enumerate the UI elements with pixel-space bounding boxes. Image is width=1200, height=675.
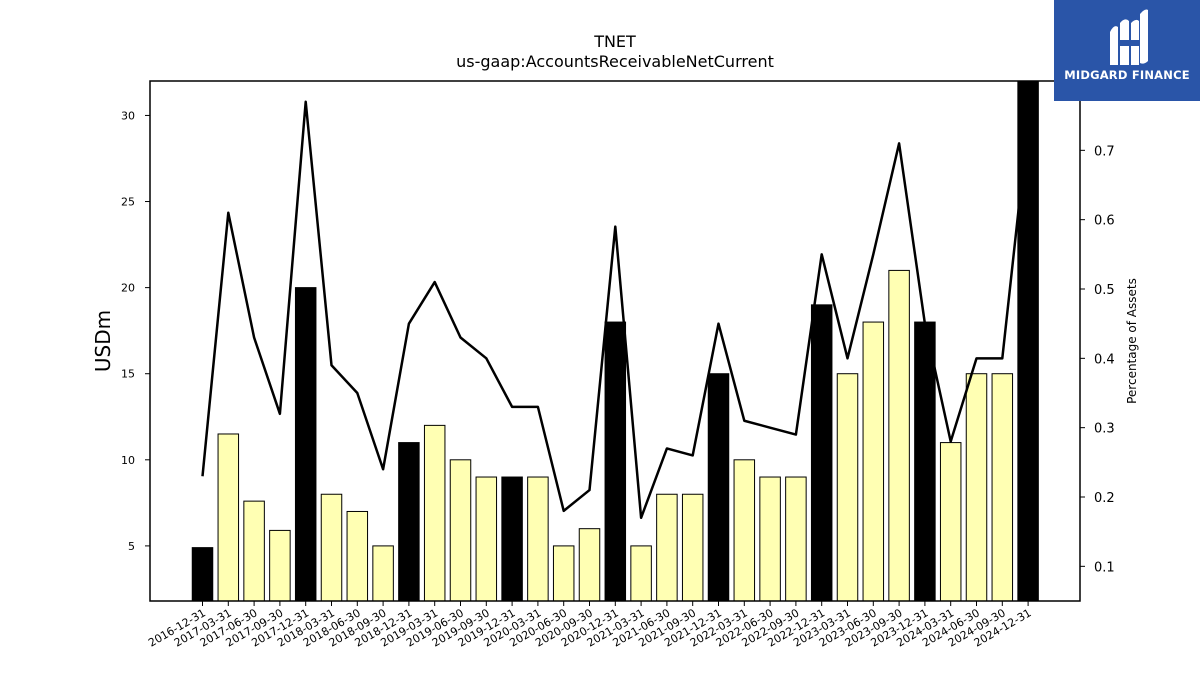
y-tick-label: 10 bbox=[121, 454, 135, 467]
bar bbox=[423, 424, 446, 602]
y2-tick-label: 0.1 bbox=[1094, 560, 1115, 575]
bar bbox=[320, 493, 343, 602]
chart-title: TNET bbox=[594, 32, 636, 51]
bar bbox=[346, 510, 369, 602]
bar bbox=[785, 476, 807, 602]
bar bbox=[991, 373, 1014, 602]
y2-axis-label: Percentage of Assets bbox=[1125, 278, 1139, 404]
y2-tick-label: 0.4 bbox=[1094, 352, 1115, 367]
bar bbox=[733, 459, 756, 602]
bar bbox=[862, 321, 885, 602]
bar bbox=[836, 373, 859, 602]
y-tick-label: 15 bbox=[121, 368, 135, 381]
logo-text: MIDGARD FINANCE bbox=[1064, 68, 1190, 82]
bar bbox=[372, 545, 394, 602]
bar bbox=[681, 493, 704, 602]
bar bbox=[527, 476, 549, 602]
bar bbox=[578, 528, 601, 602]
y-tick-label: 5 bbox=[128, 540, 135, 553]
bar bbox=[475, 476, 498, 602]
logo-mark-icon bbox=[1110, 9, 1148, 66]
bar bbox=[243, 500, 265, 602]
midgard-finance-logo: MIDGARD FINANCE bbox=[1054, 0, 1200, 101]
y2-tick-label: 0.2 bbox=[1094, 491, 1115, 506]
bar bbox=[914, 321, 936, 602]
bar bbox=[759, 476, 781, 602]
bar bbox=[191, 547, 214, 602]
y-tick-label: 30 bbox=[121, 109, 135, 122]
bar bbox=[398, 442, 420, 602]
y2-tick-label: 0.3 bbox=[1094, 422, 1115, 437]
bar bbox=[501, 476, 523, 602]
bar bbox=[888, 269, 910, 602]
bar bbox=[269, 529, 291, 602]
bar bbox=[810, 304, 833, 602]
bar bbox=[552, 545, 575, 602]
bar bbox=[965, 373, 988, 602]
y2-tick-label: 0.7 bbox=[1094, 144, 1115, 159]
y-tick-label: 25 bbox=[121, 196, 135, 209]
bar bbox=[294, 287, 317, 602]
bar bbox=[630, 545, 652, 602]
bar bbox=[939, 442, 962, 602]
y-tick-label: 20 bbox=[121, 282, 135, 295]
y-axis-label: USDm bbox=[91, 310, 115, 372]
bar bbox=[604, 321, 627, 602]
series-line bbox=[201, 100, 1030, 520]
bar bbox=[217, 433, 240, 602]
bar bbox=[656, 493, 678, 602]
chart-subtitle: us-gaap:AccountsReceivableNetCurrent bbox=[456, 52, 774, 71]
bar bbox=[707, 373, 730, 602]
bar bbox=[449, 459, 472, 602]
y2-tick-label: 0.6 bbox=[1094, 214, 1115, 229]
bar bbox=[1017, 80, 1039, 602]
y2-tick-label: 0.5 bbox=[1094, 283, 1115, 298]
